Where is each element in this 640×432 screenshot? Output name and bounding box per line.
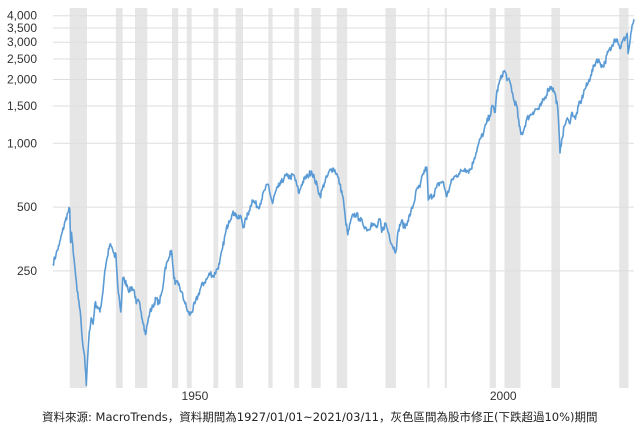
correction-band-17 [551,8,560,388]
source-note: 資料來源: MacroTrends，資料期間為1927/01/01~2021/0… [42,410,598,424]
correction-band-12 [385,8,396,388]
correction-band-1 [69,8,87,388]
correction-band-5 [186,8,192,388]
correction-band-10 [311,8,321,388]
correction-band-2 [115,8,123,388]
y-tick-label-6: 2,500 [7,52,37,66]
x-tick-label-1: 1950 [182,389,209,403]
y-tick-label-2: 500 [17,200,37,214]
correction-band-6 [213,8,219,388]
correction-band-9 [294,8,300,388]
y-tick-label-8: 3,500 [7,21,37,35]
x-axis-labels: 1950 2000 [182,389,517,403]
y-tick-label-9: 4,000 [7,9,37,23]
y-tick-label-7: 3,000 [7,35,37,49]
x-tick-label-2: 2000 [490,389,517,403]
correction-band-14 [444,8,447,388]
correction-band-7 [235,8,243,388]
correction-band-18 [619,8,629,388]
y-tick-label-4: 1,500 [7,99,37,113]
correction-bands [69,8,629,388]
gridlines [53,15,634,272]
correction-band-11 [336,8,348,388]
correction-band-3 [135,8,148,388]
y-tick-label-1: 250 [17,264,37,278]
index-line [52,19,635,387]
y-tick-label-3: 1,000 [7,136,37,150]
correction-band-16 [504,8,521,388]
correction-band-4 [172,8,179,388]
correction-band-15 [489,8,496,388]
y-tick-label-5: 2,000 [7,73,37,87]
y-axis-labels: 250 500 1,000 1,500 2,000 2,500 3,0003,5004,00… [7,9,37,278]
